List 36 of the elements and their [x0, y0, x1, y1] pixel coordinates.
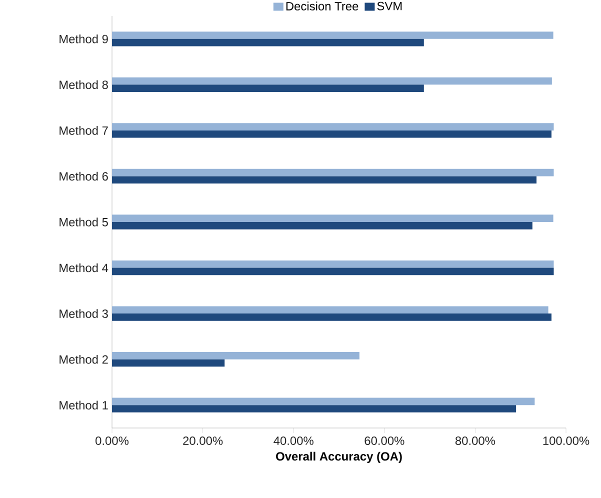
- x-tick-label: 20.00%: [183, 436, 223, 445]
- bar: [112, 123, 554, 130]
- x-tick-label: 80.00%: [455, 436, 496, 445]
- bar: [112, 77, 552, 85]
- bar: [112, 38, 424, 46]
- bar: [112, 260, 554, 268]
- y-tick-label: Method 7: [60, 126, 108, 135]
- bar: [112, 359, 225, 367]
- bar: [112, 306, 548, 314]
- bar: [112, 352, 360, 360]
- x-tick-label: 100.00%: [543, 436, 590, 445]
- bar: [112, 405, 516, 412]
- legend-label: Decision Tree: [286, 2, 358, 10]
- y-tick-label: Method 2: [60, 354, 108, 364]
- bar: [112, 84, 424, 92]
- x-tick-label: 60.00%: [364, 436, 404, 445]
- legend-label: SVM: [377, 2, 402, 10]
- bar: [112, 398, 535, 406]
- x-tick-label: 0.00%: [96, 436, 129, 445]
- y-tick-label: Method 6: [60, 172, 108, 181]
- bar: [112, 268, 554, 276]
- bar: [112, 130, 552, 138]
- bar: [112, 314, 552, 321]
- y-tick-label: Method 9: [60, 34, 108, 44]
- bar: [112, 214, 554, 222]
- bar: [112, 32, 554, 39]
- y-tick-label: Method 1: [60, 400, 108, 410]
- y-tick-label: Method 4: [60, 263, 108, 272]
- bar: [112, 168, 554, 176]
- bar: [112, 176, 536, 184]
- x-tick-label: 40.00%: [274, 436, 314, 445]
- y-tick-label: Method 3: [60, 309, 108, 318]
- x-axis-title: Overall Accuracy (OA): [276, 452, 402, 463]
- y-tick-label: Method 8: [60, 80, 108, 90]
- bar: [112, 222, 532, 230]
- y-tick-label: Method 5: [60, 218, 108, 226]
